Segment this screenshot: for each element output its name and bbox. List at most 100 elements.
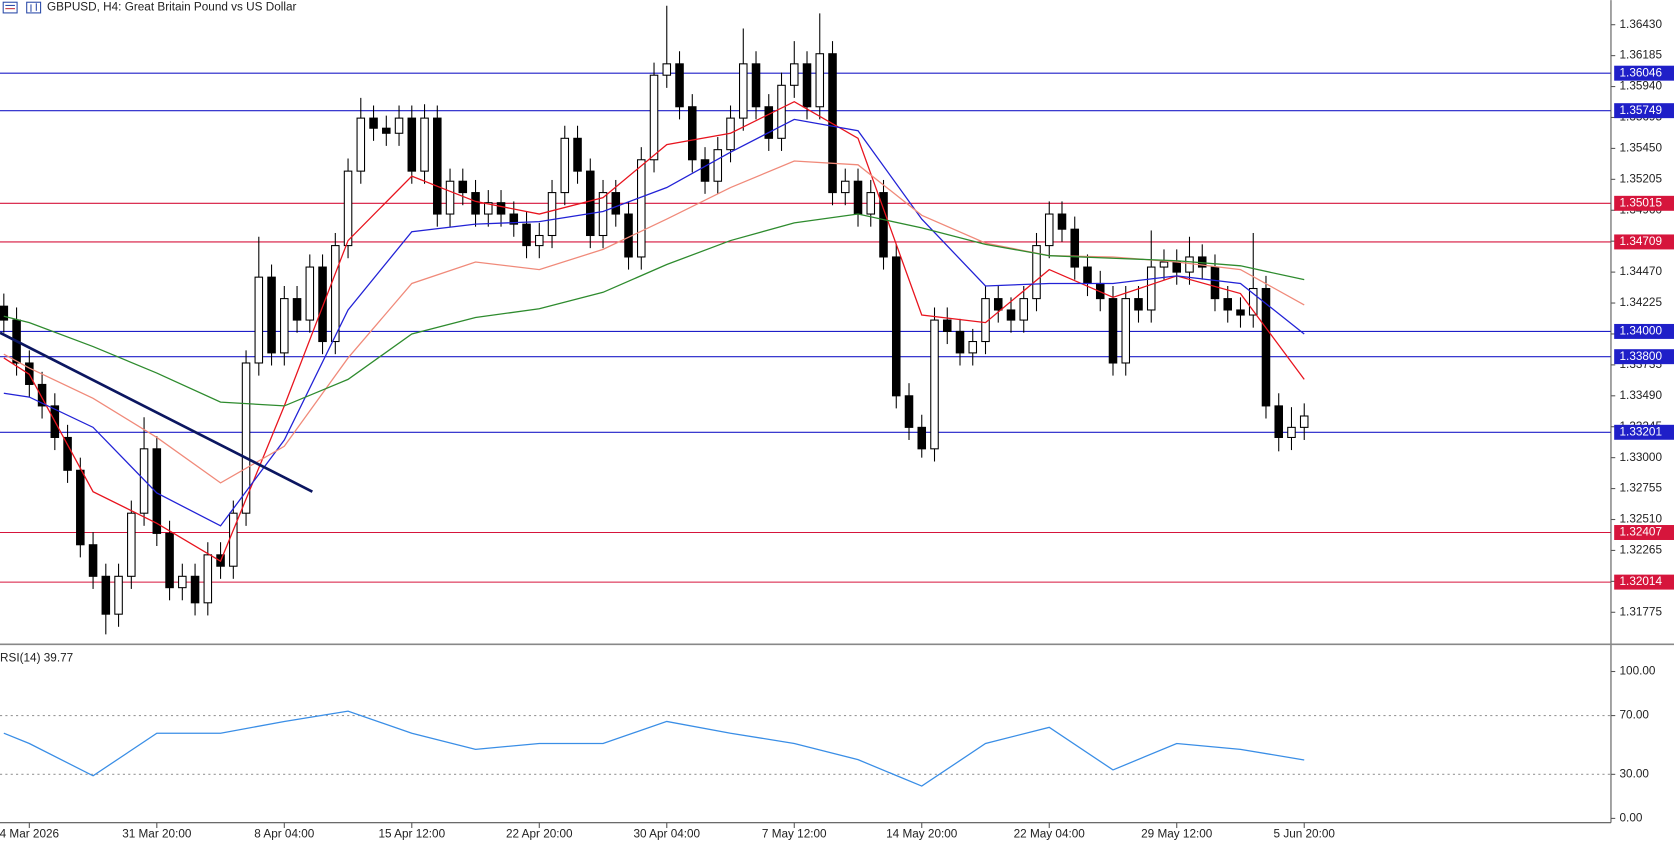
candle-body: [853, 180, 863, 215]
level-box: [1614, 349, 1674, 365]
candle-body: [1274, 405, 1284, 438]
level-box: [1614, 65, 1674, 81]
candle-body: [611, 192, 621, 215]
candle-body: [343, 170, 353, 247]
candle-body: [1006, 309, 1016, 321]
y-tick-label: 1.34225: [1620, 296, 1663, 309]
candle-body: [840, 180, 850, 194]
candle-body: [0, 305, 9, 321]
moving-average: [3, 118, 1305, 527]
level-label: 1.33201: [1620, 425, 1662, 438]
x-tick-label: 14 May 20:00: [886, 828, 958, 841]
candle-body: [331, 245, 340, 343]
candle-body: [267, 276, 276, 354]
rsi-tick-label: 30.00: [1620, 767, 1650, 780]
icon: [26, 1, 42, 14]
candle-body: [1261, 287, 1271, 407]
level-label: 1.35749: [1620, 104, 1662, 117]
candle-body: [1121, 298, 1131, 364]
candle-body: [598, 192, 608, 237]
y-tick-label: 1.36185: [1620, 49, 1663, 62]
candle-body: [675, 63, 684, 108]
candle-body: [547, 192, 557, 237]
candle-body: [751, 63, 761, 108]
candle-body: [1248, 287, 1258, 316]
candle-body: [955, 330, 965, 354]
candle-body: [1299, 415, 1309, 428]
candle-body: [713, 149, 723, 182]
candle-body: [662, 63, 672, 76]
y-tick-label: 1.33000: [1620, 451, 1663, 464]
candle-body: [394, 117, 404, 134]
candle-body: [88, 544, 98, 577]
candle-body: [305, 266, 315, 321]
candle-body: [1108, 298, 1118, 364]
candle-body: [637, 159, 646, 258]
candle-body: [968, 340, 978, 354]
candle-body: [458, 180, 468, 194]
candle-body: [509, 213, 519, 225]
candle-body: [917, 426, 927, 450]
candle-body: [63, 436, 72, 471]
candle-body: [139, 448, 149, 514]
x-tick-label: 5 Jun 20:00: [1274, 828, 1336, 841]
x-tick-label: 29 May 12:00: [1141, 828, 1213, 841]
level-box: [1614, 323, 1674, 339]
x-tick-label: 15 Apr 12:00: [378, 828, 445, 841]
candle-body: [101, 575, 111, 615]
candle-body: [789, 63, 799, 86]
candle-body: [254, 276, 264, 364]
candle-body: [560, 137, 570, 194]
candle-body: [802, 63, 812, 108]
candle-body: [879, 192, 888, 258]
rsi-line: [3, 710, 1305, 787]
candle-body: [522, 223, 531, 247]
candle-body: [165, 532, 174, 589]
x-tick-label: 22 Apr 20:00: [506, 828, 573, 841]
candle-body: [1236, 309, 1245, 316]
candle-body: [1210, 266, 1220, 300]
candle-body: [1070, 228, 1080, 268]
candle-body: [1019, 298, 1029, 321]
price-panel: [0, 5, 1611, 635]
candle-body: [407, 117, 417, 172]
candle-body: [1044, 213, 1054, 247]
y-tick-label: 1.32265: [1620, 544, 1663, 557]
candle-body: [369, 117, 378, 129]
level-label: 1.35015: [1620, 196, 1663, 209]
rsi-tick-label: 100.00: [1620, 665, 1656, 678]
candle-body: [904, 395, 914, 428]
candle-body: [318, 266, 327, 343]
candle-body: [700, 159, 710, 182]
candle-body: [37, 383, 47, 407]
candle-body: [1159, 261, 1169, 268]
candle-body: [127, 512, 136, 577]
candle-body: [1057, 213, 1067, 230]
y-tick-label: 1.35205: [1620, 172, 1663, 185]
rsi-panel: [0, 710, 1611, 787]
candle-body: [1134, 298, 1143, 311]
chart-title: GBPUSD, H4: Great Britain Pound vs US Do…: [47, 1, 297, 14]
candle-body: [484, 202, 493, 215]
level-label: 1.34000: [1620, 325, 1663, 338]
candle-body: [152, 448, 162, 534]
candle-body: [445, 180, 455, 215]
candle-body: [586, 170, 595, 237]
y-tick-label: 1.35940: [1620, 80, 1663, 93]
candle-body: [815, 53, 825, 108]
moving-average: [3, 213, 1305, 407]
candle-body: [738, 63, 748, 119]
candle-body: [178, 575, 187, 589]
x-tick-label: 7 May 12:00: [762, 828, 827, 841]
level-box: [1614, 195, 1674, 211]
candle-body: [420, 117, 429, 172]
candle-body: [764, 106, 774, 139]
candle-body: [1032, 245, 1041, 300]
candle-body: [229, 512, 238, 567]
level-label: 1.32014: [1620, 575, 1663, 588]
icon: [2, 1, 18, 14]
level-label: 1.34709: [1620, 235, 1662, 248]
level-box: [1614, 574, 1674, 590]
